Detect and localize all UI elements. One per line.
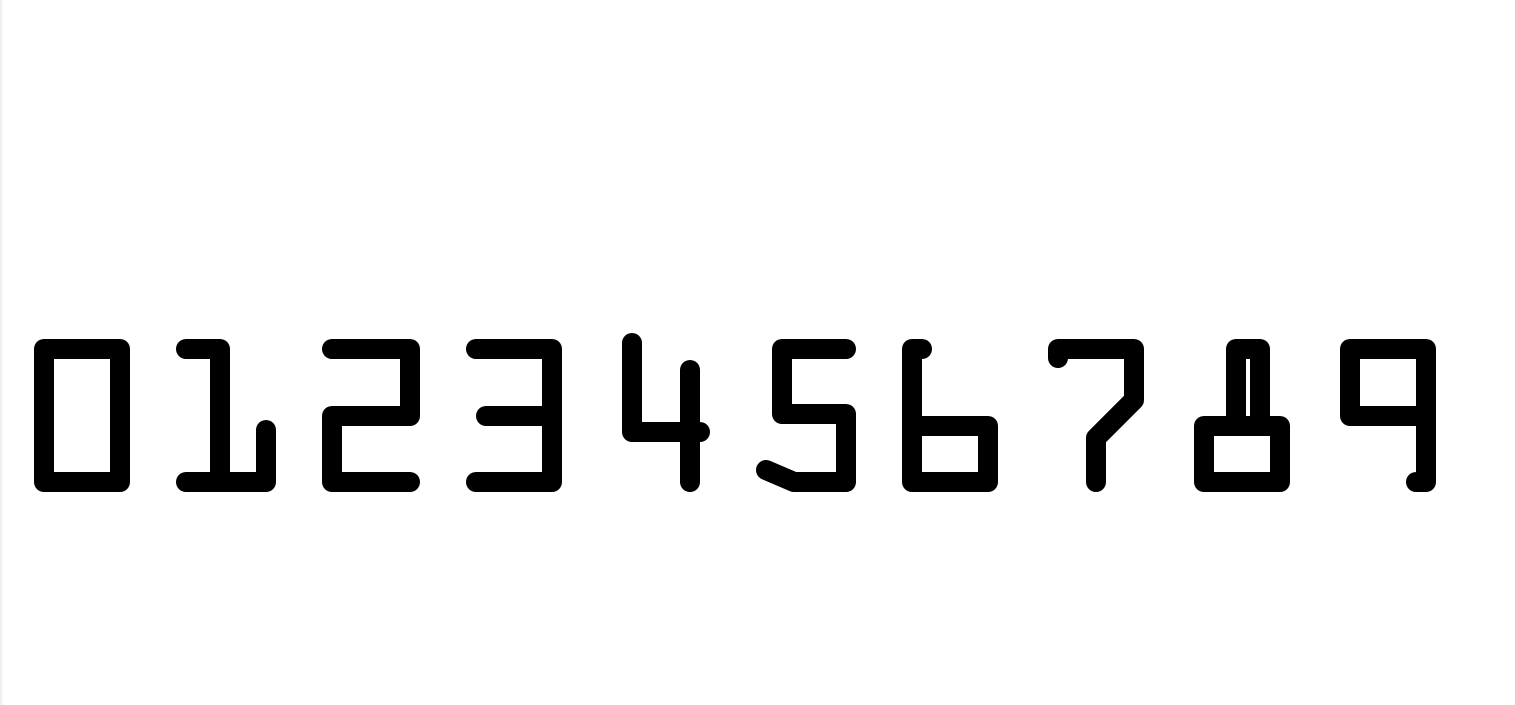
glyph-7 xyxy=(1048,339,1144,492)
glyph-9 xyxy=(1340,339,1436,492)
glyph-1 xyxy=(176,339,276,492)
left-edge-shadow xyxy=(0,0,4,705)
glyph-2 xyxy=(322,339,420,492)
glyph-3 xyxy=(466,339,562,492)
glyph-4 xyxy=(622,333,710,492)
glyph-6 xyxy=(902,339,998,492)
glyph-5 xyxy=(756,339,856,492)
glyph-8 xyxy=(1194,339,1290,492)
glyph-0 xyxy=(34,339,130,492)
